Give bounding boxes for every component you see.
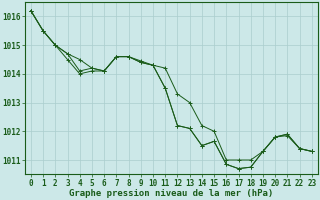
X-axis label: Graphe pression niveau de la mer (hPa): Graphe pression niveau de la mer (hPa) (69, 189, 274, 198)
